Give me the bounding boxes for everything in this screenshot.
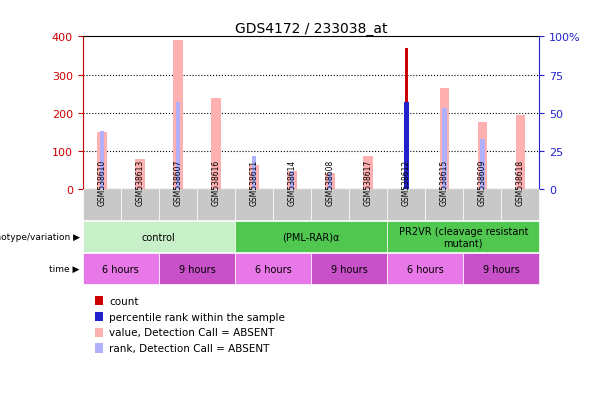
Bar bbox=[97, 133, 107, 190]
Text: control: control bbox=[142, 232, 176, 242]
Text: GSM538609: GSM538609 bbox=[478, 159, 487, 205]
Bar bbox=[440, 89, 449, 190]
Bar bbox=[249, 165, 259, 190]
Bar bbox=[442, 109, 447, 190]
Bar bbox=[290, 172, 294, 190]
Text: rank, Detection Call = ABSENT: rank, Detection Call = ABSENT bbox=[109, 343, 270, 353]
Text: time ▶: time ▶ bbox=[49, 265, 80, 273]
Bar bbox=[326, 174, 335, 190]
Bar bbox=[364, 157, 373, 190]
Bar bbox=[404, 103, 408, 190]
Text: GSM538618: GSM538618 bbox=[516, 159, 525, 205]
Text: count: count bbox=[109, 296, 139, 306]
Bar bbox=[135, 159, 145, 190]
Text: 6 hours: 6 hours bbox=[407, 264, 444, 274]
Text: genotype/variation ▶: genotype/variation ▶ bbox=[0, 233, 80, 242]
Text: (PML-RAR)α: (PML-RAR)α bbox=[283, 232, 340, 242]
Bar bbox=[211, 98, 221, 190]
Bar bbox=[173, 41, 183, 190]
Text: GSM538608: GSM538608 bbox=[326, 159, 335, 205]
Bar bbox=[405, 49, 408, 190]
Bar bbox=[252, 157, 256, 190]
Text: PR2VR (cleavage resistant
mutant): PR2VR (cleavage resistant mutant) bbox=[398, 226, 528, 248]
Text: 6 hours: 6 hours bbox=[254, 264, 291, 274]
Text: GSM538614: GSM538614 bbox=[287, 159, 297, 205]
Bar bbox=[328, 173, 332, 190]
Text: GSM538616: GSM538616 bbox=[211, 159, 221, 205]
Bar bbox=[99, 132, 104, 190]
Text: percentile rank within the sample: percentile rank within the sample bbox=[109, 312, 285, 322]
Text: GSM538615: GSM538615 bbox=[440, 159, 449, 205]
Text: 6 hours: 6 hours bbox=[102, 264, 139, 274]
Text: GSM538612: GSM538612 bbox=[402, 159, 411, 205]
Text: value, Detection Call = ABSENT: value, Detection Call = ABSENT bbox=[109, 328, 275, 337]
Text: 9 hours: 9 hours bbox=[331, 264, 368, 274]
Text: GSM538610: GSM538610 bbox=[97, 159, 106, 205]
Text: 9 hours: 9 hours bbox=[483, 264, 520, 274]
Bar bbox=[478, 123, 487, 190]
Bar bbox=[516, 116, 525, 190]
Title: GDS4172 / 233038_at: GDS4172 / 233038_at bbox=[235, 22, 387, 36]
Bar bbox=[287, 172, 297, 190]
Text: GSM538607: GSM538607 bbox=[173, 159, 183, 205]
Text: 9 hours: 9 hours bbox=[178, 264, 215, 274]
Bar bbox=[175, 103, 180, 190]
Text: GSM538611: GSM538611 bbox=[249, 159, 259, 205]
Text: GSM538617: GSM538617 bbox=[364, 159, 373, 205]
Bar bbox=[480, 140, 485, 190]
Text: GSM538613: GSM538613 bbox=[135, 159, 144, 205]
